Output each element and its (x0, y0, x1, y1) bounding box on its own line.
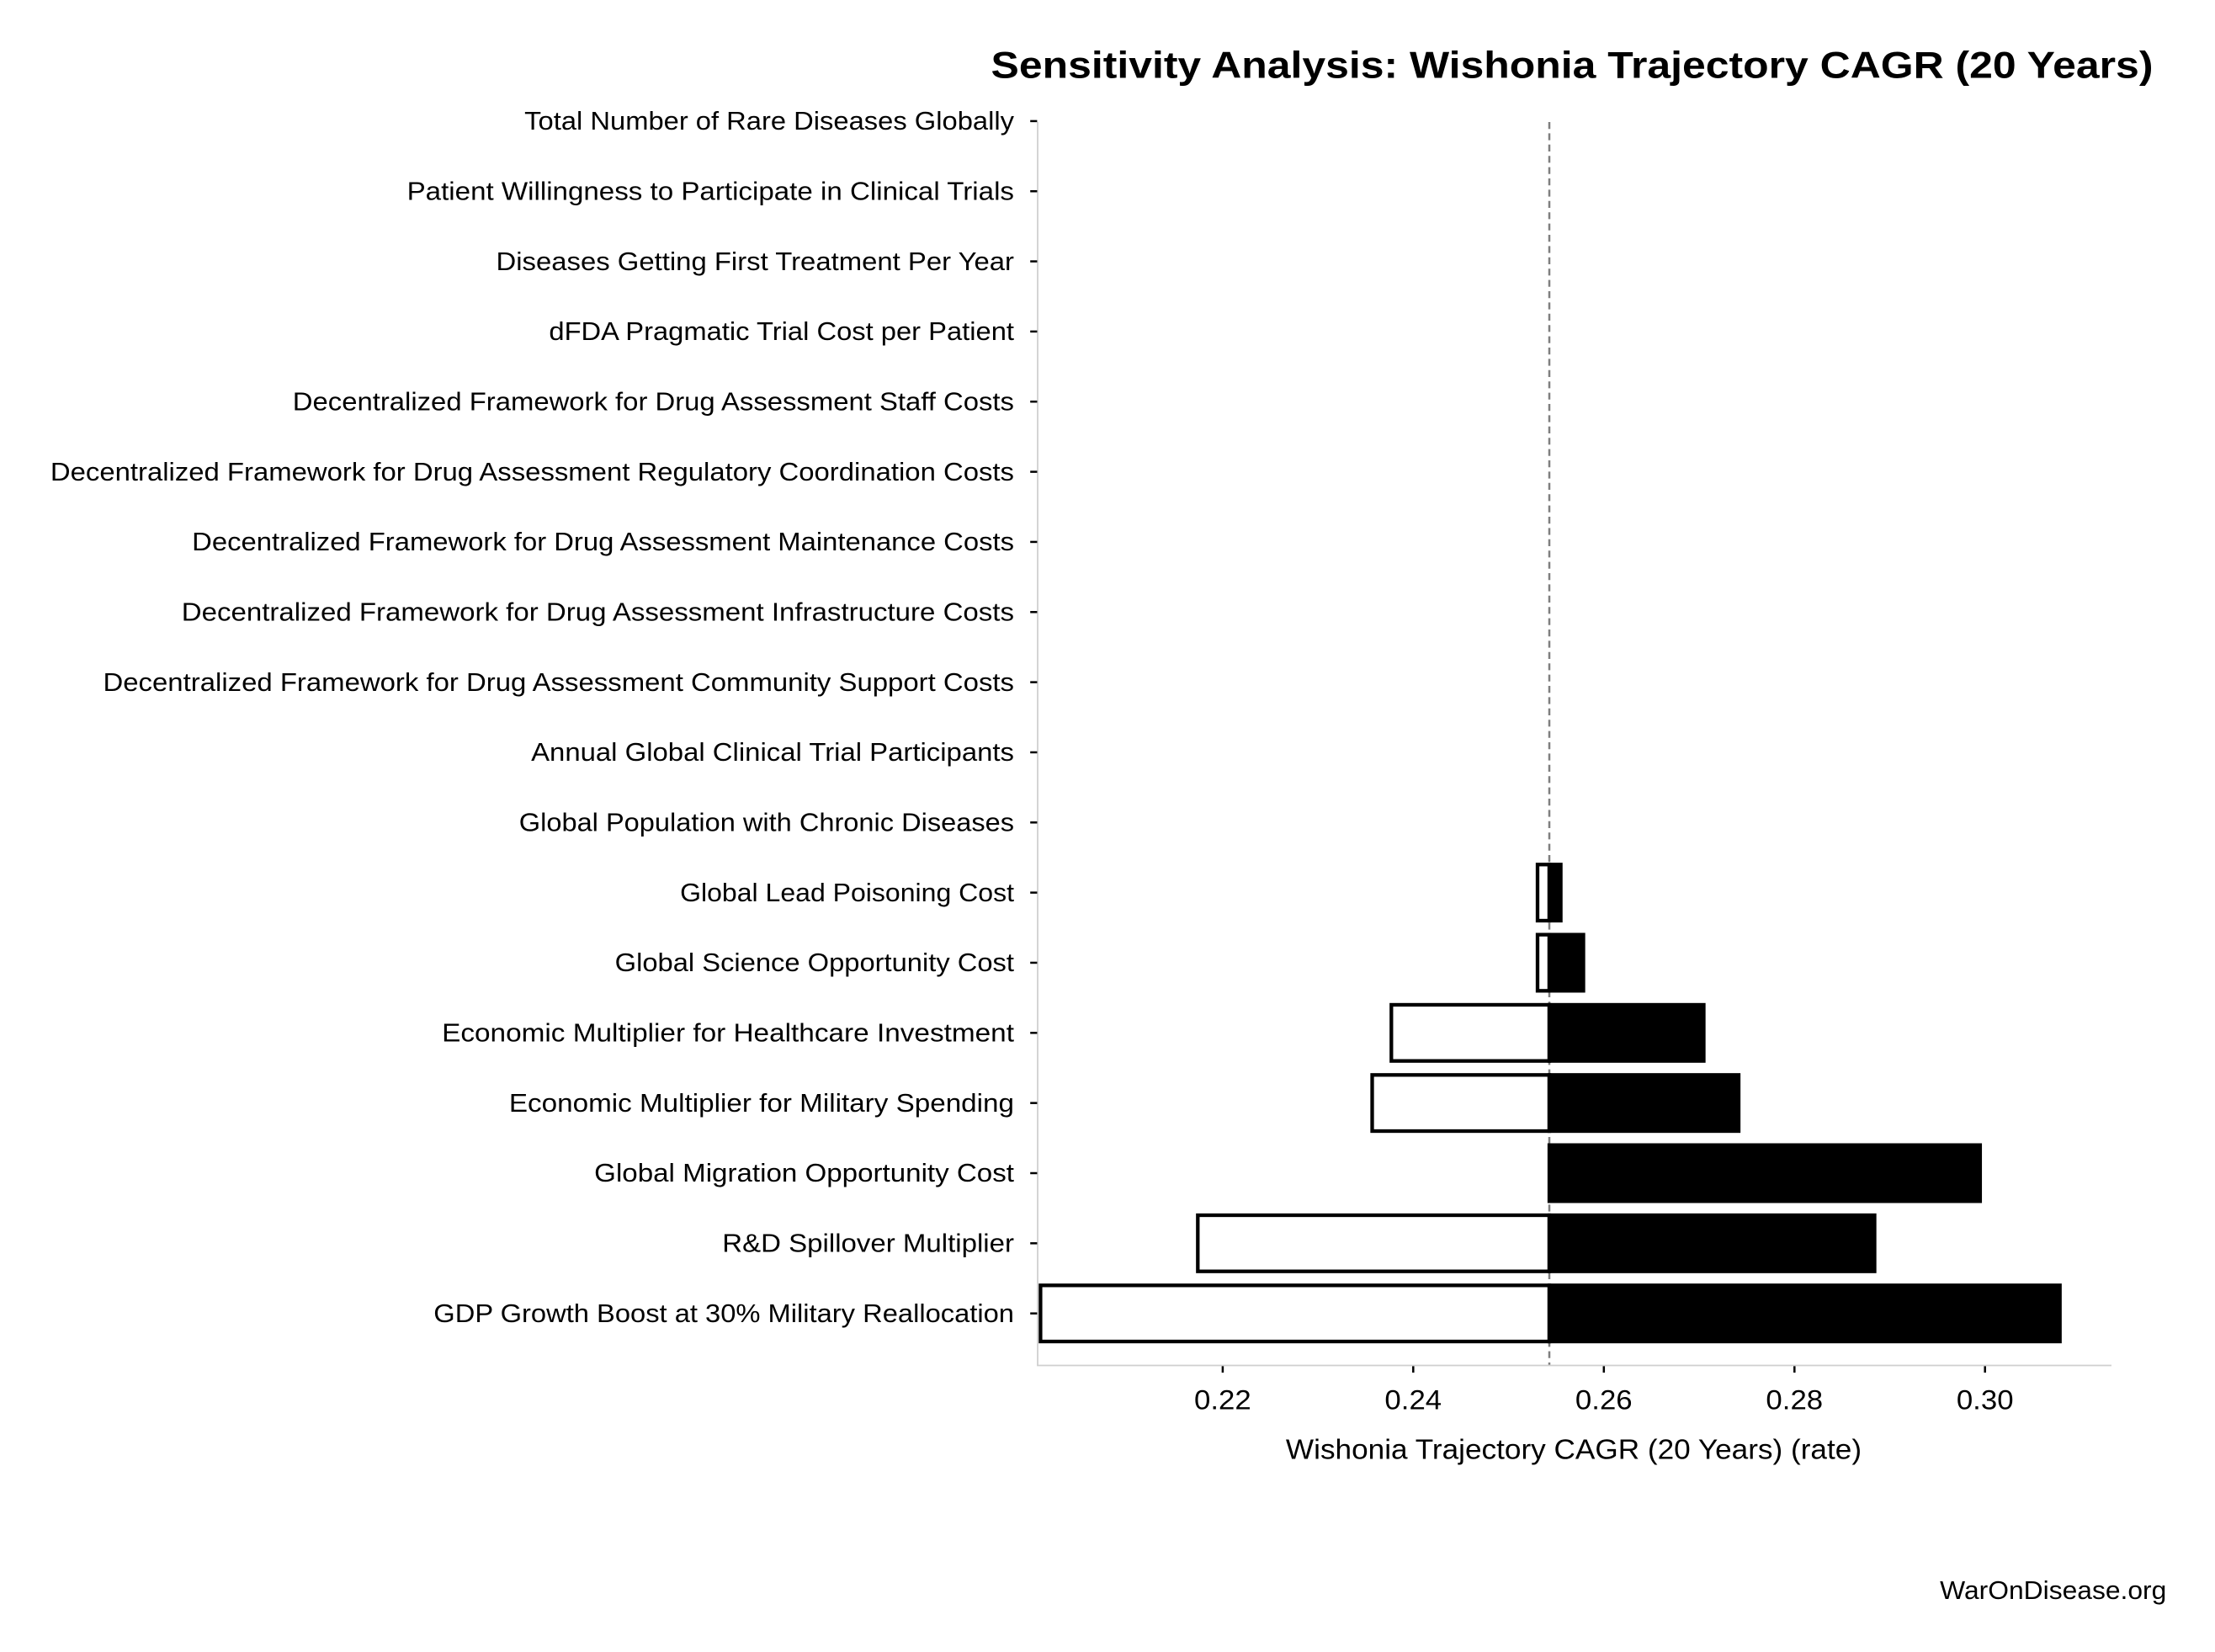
svg-text:Wishonia Trajectory CAGR (20 Y: Wishonia Trajectory CAGR (20 Years) (rat… (1286, 1435, 1862, 1466)
svg-text:Annual Global Clinical Trial P: Annual Global Clinical Trial Participant… (531, 737, 1014, 767)
svg-text:Decentralized Framework for Dr: Decentralized Framework for Drug Assessm… (104, 667, 1015, 697)
svg-text:Decentralized Framework for Dr: Decentralized Framework for Drug Assessm… (293, 386, 1014, 416)
svg-text:Economic Multiplier for Health: Economic Multiplier for Healthcare Inves… (442, 1018, 1014, 1048)
svg-text:Global Lead Poisoning Cost: Global Lead Poisoning Cost (680, 878, 1014, 907)
svg-text:0.28: 0.28 (1766, 1384, 1823, 1415)
svg-text:dFDA Pragmatic Trial Cost per: dFDA Pragmatic Trial Cost per Patient (549, 316, 1014, 346)
svg-text:Decentralized Framework for Dr: Decentralized Framework for Drug Assessm… (50, 457, 1014, 486)
svg-text:Decentralized Framework for Dr: Decentralized Framework for Drug Assessm… (182, 597, 1014, 626)
svg-text:Global Migration Opportunity C: Global Migration Opportunity Cost (594, 1158, 1014, 1187)
svg-text:0.24: 0.24 (1384, 1384, 1442, 1415)
svg-text:0.30: 0.30 (1957, 1384, 2014, 1415)
svg-text:0.26: 0.26 (1575, 1384, 1633, 1415)
svg-text:Diseases Getting First Treatme: Diseases Getting First Treatment Per Yea… (497, 247, 1015, 276)
svg-text:Patient Willingness to Partici: Patient Willingness to Participate in Cl… (407, 176, 1014, 205)
svg-text:WarOnDisease.org: WarOnDisease.org (1940, 1576, 2166, 1605)
svg-text:Decentralized Framework for Dr: Decentralized Framework for Drug Assessm… (192, 527, 1014, 556)
svg-text:Global Population with Chronic: Global Population with Chronic Diseases (519, 808, 1014, 837)
svg-text:Economic Multiplier for Milita: Economic Multiplier for Military Spendin… (509, 1088, 1014, 1118)
svg-text:0.22: 0.22 (1194, 1384, 1251, 1415)
svg-text:GDP Growth Boost at 30% Milita: GDP Growth Boost at 30% Military Realloc… (433, 1299, 1014, 1328)
svg-text:Total Number of Rare Diseases: Total Number of Rare Diseases Globally (524, 106, 1014, 135)
svg-text:Global Science Opportunity Cos: Global Science Opportunity Cost (615, 948, 1015, 977)
svg-text:R&D Spillover Multiplier: R&D Spillover Multiplier (722, 1229, 1014, 1258)
svg-text:Sensitivity Analysis: Wishonia: Sensitivity Analysis: Wishonia Trajector… (991, 43, 2154, 86)
